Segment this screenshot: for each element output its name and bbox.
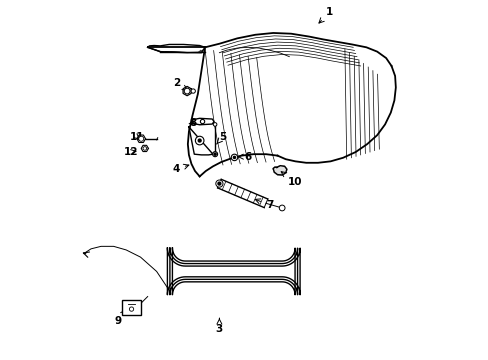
Circle shape	[212, 152, 217, 157]
Circle shape	[279, 205, 285, 211]
Text: 11: 11	[129, 132, 144, 142]
Circle shape	[200, 120, 204, 124]
Polygon shape	[273, 166, 286, 175]
Circle shape	[142, 147, 146, 150]
Circle shape	[129, 307, 133, 311]
Circle shape	[184, 88, 190, 94]
Circle shape	[214, 153, 216, 155]
Circle shape	[198, 139, 201, 142]
Circle shape	[233, 156, 235, 158]
Circle shape	[231, 154, 237, 161]
Text: 3: 3	[215, 318, 223, 334]
Text: 7: 7	[255, 199, 273, 210]
Text: 8: 8	[188, 118, 196, 128]
Circle shape	[213, 123, 217, 126]
Text: 4: 4	[172, 164, 188, 174]
Circle shape	[195, 136, 203, 145]
Text: 10: 10	[281, 172, 301, 187]
Circle shape	[191, 89, 195, 93]
Circle shape	[215, 180, 223, 187]
Text: 9: 9	[115, 310, 125, 325]
Text: 6: 6	[238, 152, 251, 162]
FancyBboxPatch shape	[122, 300, 141, 315]
Text: 5: 5	[216, 132, 226, 144]
Text: 1: 1	[318, 7, 333, 23]
Circle shape	[218, 182, 221, 185]
Text: 12: 12	[124, 147, 139, 157]
Circle shape	[139, 136, 143, 141]
Text: 2: 2	[172, 78, 187, 90]
